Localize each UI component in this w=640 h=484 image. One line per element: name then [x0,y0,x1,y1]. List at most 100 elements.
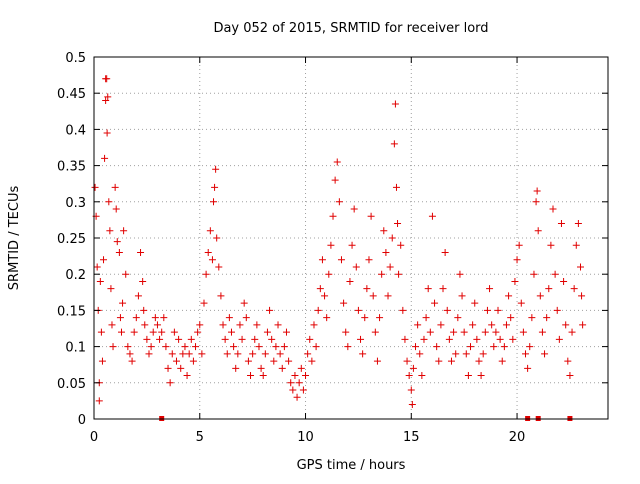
data-point [147,343,155,351]
data-point [192,343,200,351]
data-point [304,350,312,358]
data-point [291,372,299,380]
data-point [473,335,481,343]
data-point [314,306,322,314]
data-point [238,335,246,343]
data-point [225,314,233,322]
data-point [321,292,329,300]
data-point [236,321,244,329]
data-points [91,75,587,421]
data-point [437,321,445,329]
x-tick-label: 20 [509,430,526,445]
data-point [507,314,515,322]
data-point [403,357,411,365]
data-point [428,212,436,220]
data-point [498,357,506,365]
data-point [431,299,439,307]
data-point [331,176,339,184]
data-point [394,220,402,228]
data-point [519,328,527,336]
data-point [505,292,513,300]
data-point [189,357,197,365]
data-point [126,350,134,358]
data-point [240,299,248,307]
y-tick-label: 0.2 [65,268,86,283]
data-point [276,350,284,358]
data-point [316,285,324,293]
data-point [378,270,386,278]
data-point [412,343,420,351]
data-point [382,248,390,256]
data-point [187,335,195,343]
x-axis-label: GPS time / hours [297,458,406,473]
data-point [212,165,220,173]
data-point [469,321,477,329]
data-point [460,328,468,336]
data-point [204,248,212,256]
data-point [352,263,360,271]
data-point [416,350,424,358]
data-point [579,321,587,329]
y-tick-label: 0.5 [65,51,86,66]
data-point [522,350,530,358]
data-point [112,205,120,213]
data-point [433,343,441,351]
data-point [96,277,104,285]
data-point [441,248,449,256]
data-point [570,285,578,293]
data-point [200,299,208,307]
data-point [483,306,491,314]
data-point [308,357,316,365]
data-point [194,328,202,336]
data-point [577,263,585,271]
data-point [268,335,276,343]
data-point [145,350,153,358]
data-point [543,314,551,322]
data-point [414,321,422,329]
data-point [452,350,460,358]
data-point [494,306,502,314]
data-point [109,343,117,351]
data-point [219,321,227,329]
data-point [464,372,472,380]
data-point [551,270,559,278]
data-point [458,292,466,300]
y-tick-label: 0.15 [57,304,86,319]
data-point [538,328,546,336]
data-point [134,292,142,300]
data-point [105,198,113,206]
data-point [384,292,392,300]
data-point [566,372,574,380]
data-point [295,379,303,387]
data-point [500,343,508,351]
data-point [102,96,110,104]
data-point [337,256,345,264]
data-point [450,328,458,336]
data-point [541,350,549,358]
data-point [359,350,367,358]
data-point [376,314,384,322]
y-tick-label: 0.3 [65,196,86,211]
data-point [306,335,314,343]
data-point [98,357,106,365]
data-point [217,292,225,300]
data-point [181,343,189,351]
data-point [371,328,379,336]
data-point [143,335,151,343]
data-point [91,183,99,191]
data-point [568,328,576,336]
data-point [198,350,206,358]
data-point [208,256,216,264]
data-point [166,379,174,387]
data-point [103,75,111,83]
data-point [391,100,399,108]
data-point [151,314,159,322]
data-point [274,321,282,329]
data-point [564,357,572,365]
data-point [325,270,333,278]
data-point [390,140,398,148]
data-point [509,335,517,343]
data-point [261,350,269,358]
data-point [108,321,116,329]
data-point [266,306,274,314]
